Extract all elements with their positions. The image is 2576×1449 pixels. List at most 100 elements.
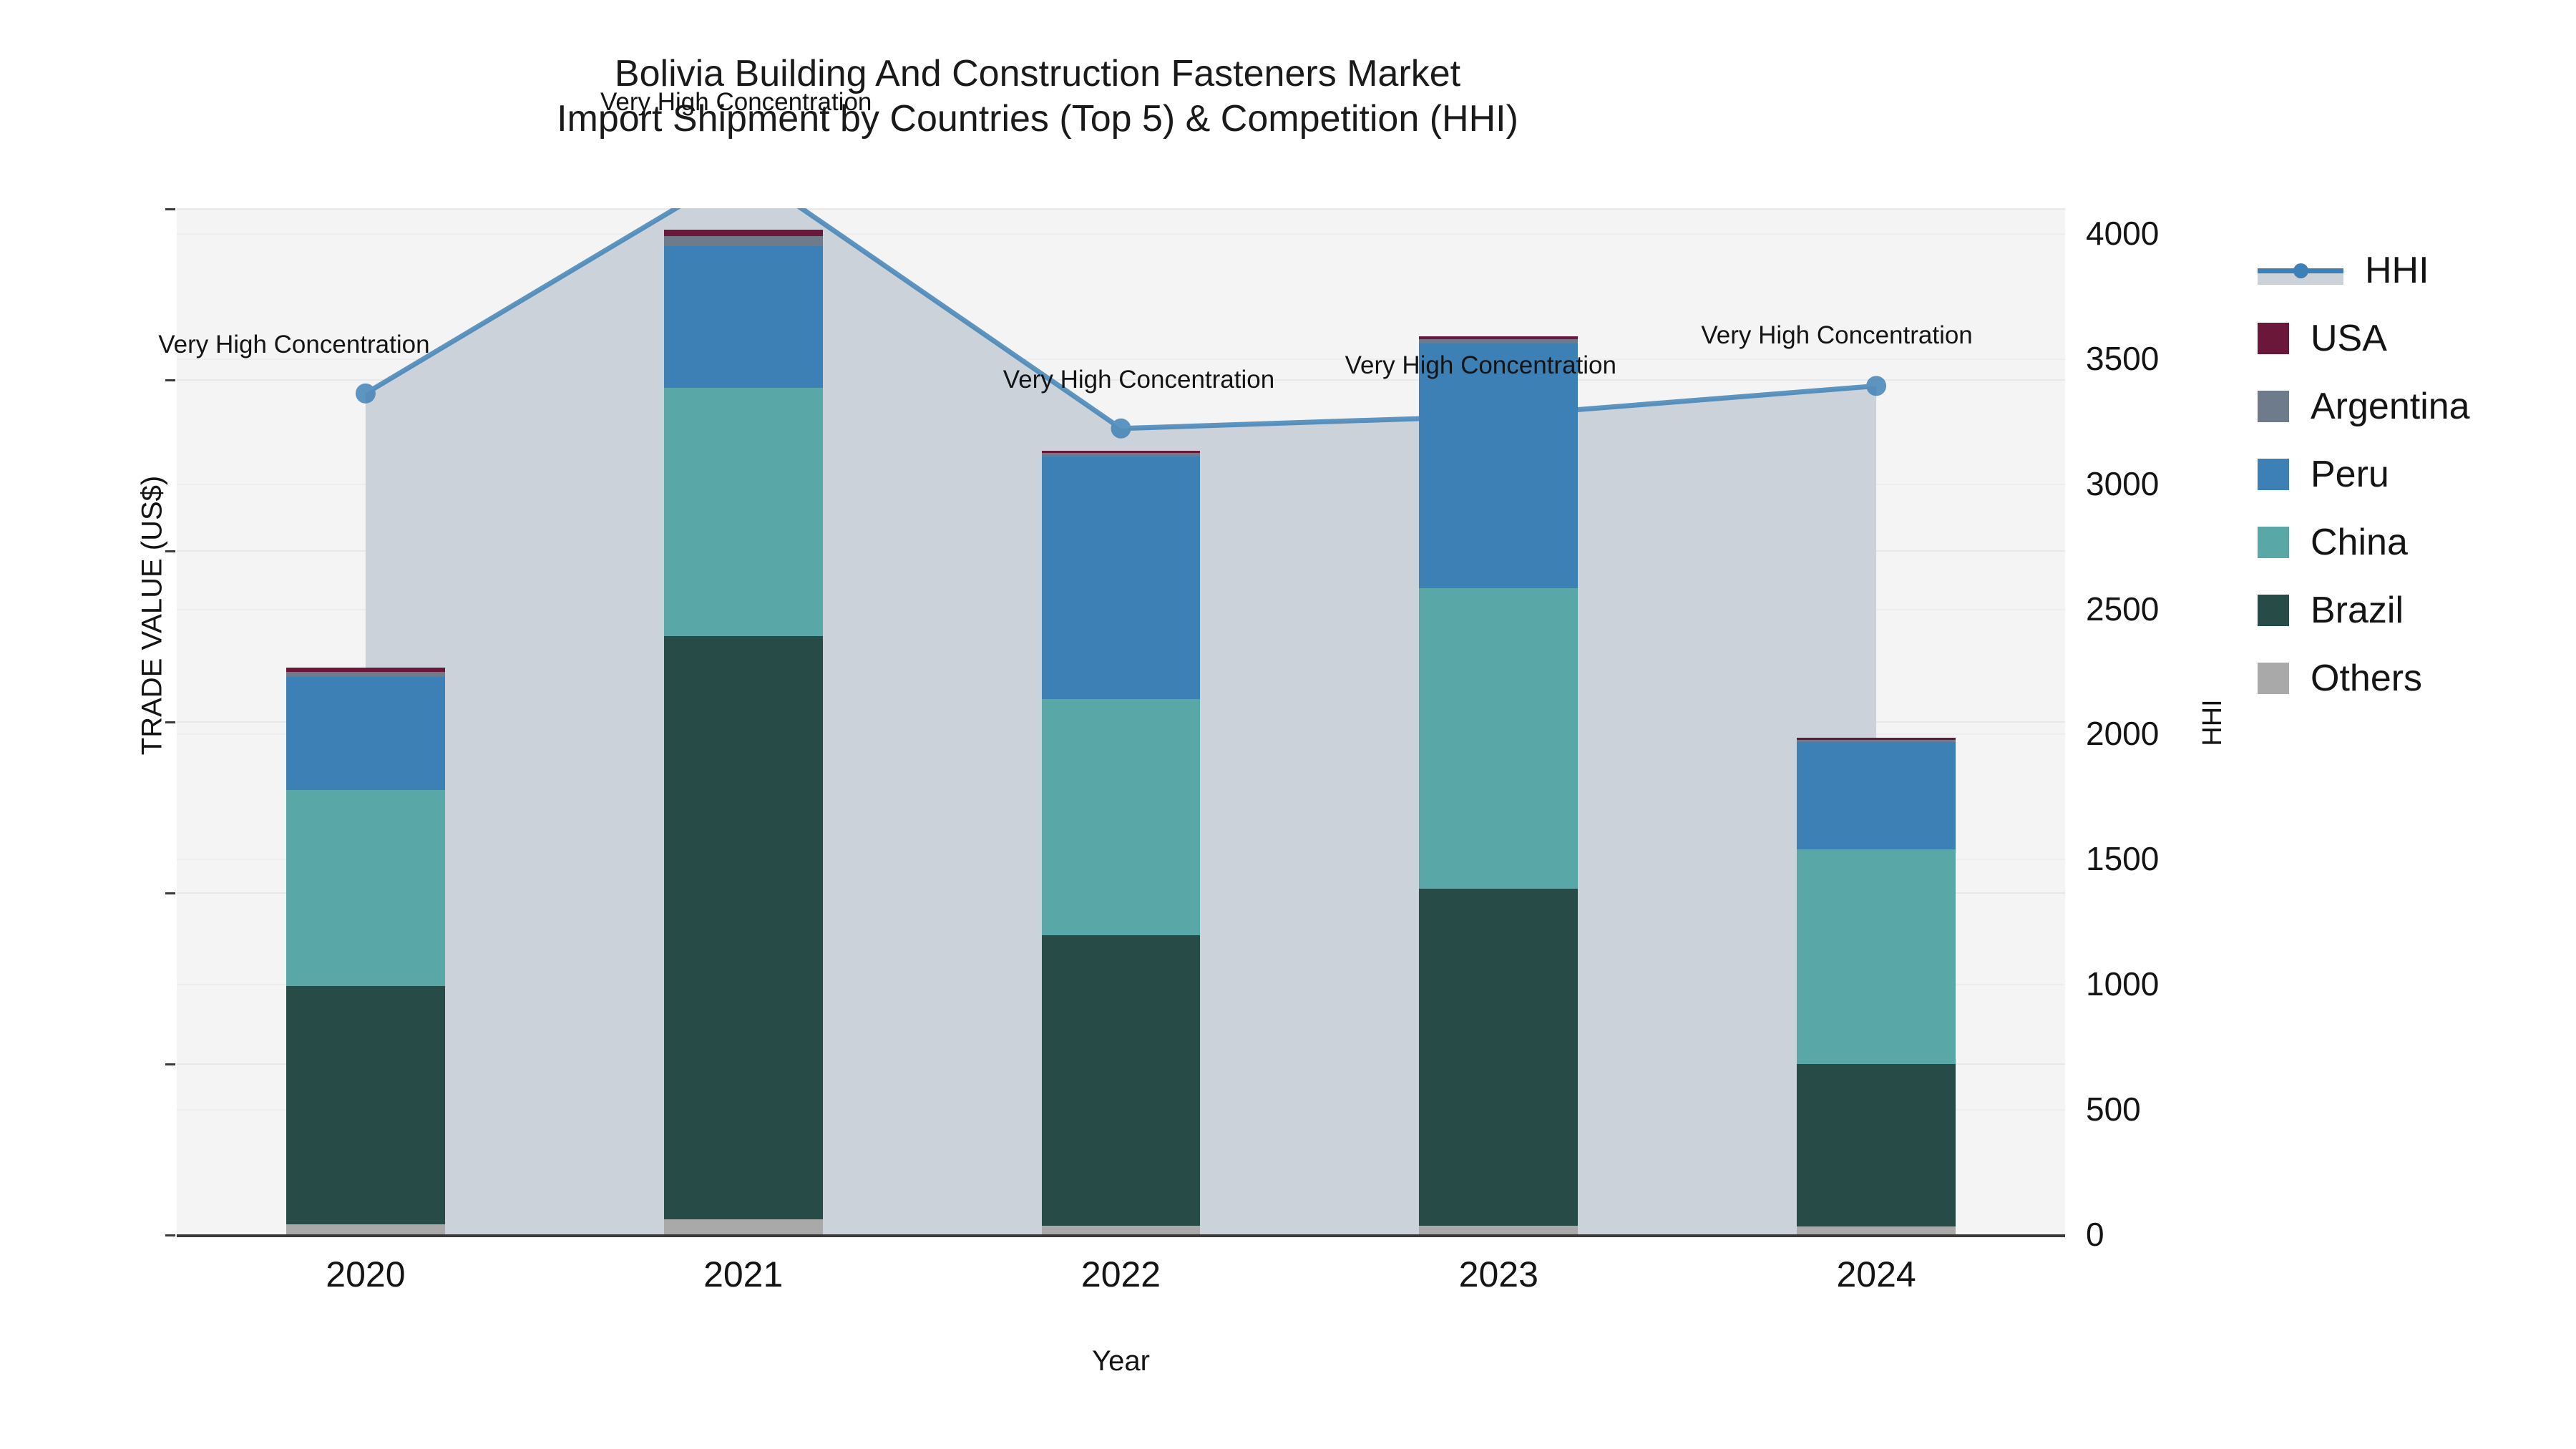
x-tick-label: 2020 bbox=[326, 1254, 406, 1294]
y-tick-label-right: 3000 bbox=[2086, 464, 2160, 502]
bar-segment[interactable] bbox=[1041, 698, 1201, 935]
legend-item-china[interactable]: China bbox=[2258, 508, 2470, 576]
bar-segment[interactable] bbox=[1797, 741, 1956, 850]
x-tick-label: 2023 bbox=[1458, 1254, 1538, 1294]
gridline-right bbox=[177, 358, 2065, 360]
bar-stack[interactable] bbox=[1419, 208, 1579, 1234]
hhi-line bbox=[364, 208, 1877, 431]
y-tick-mark-left bbox=[165, 721, 175, 723]
x-axis-spine bbox=[177, 1234, 2065, 1237]
bar-segment[interactable] bbox=[1041, 935, 1201, 1226]
gridline-left bbox=[177, 208, 2065, 210]
legend-item-label: HHI bbox=[2365, 249, 2429, 291]
bar-segment[interactable] bbox=[1797, 739, 1956, 742]
gridline-left bbox=[177, 379, 2065, 381]
legend-item-label: Brazil bbox=[2311, 589, 2404, 631]
bar-segment[interactable] bbox=[1041, 456, 1201, 699]
y-tick-mark-left bbox=[165, 1063, 175, 1065]
bar-segment[interactable] bbox=[1419, 336, 1579, 339]
bar-segment[interactable] bbox=[1419, 889, 1579, 1226]
chart-legend: HHI USA Argentina Peru China Brazil Others bbox=[2258, 236, 2470, 712]
hhi-data-point[interactable] bbox=[1488, 406, 1509, 426]
legend-swatch-icon bbox=[2258, 390, 2289, 422]
gridline-right bbox=[177, 233, 2065, 235]
y-tick-label-right: 2000 bbox=[2086, 715, 2160, 753]
y-tick-label-right: 2500 bbox=[2086, 590, 2160, 628]
bar-segment[interactable] bbox=[1041, 1226, 1201, 1234]
bar-stack[interactable] bbox=[1041, 208, 1201, 1234]
bar-stack[interactable] bbox=[663, 208, 823, 1234]
bar-segment[interactable] bbox=[663, 635, 823, 1219]
y-tick-label-right: 500 bbox=[2086, 1091, 2141, 1128]
bar-segment[interactable] bbox=[1419, 587, 1579, 889]
y-axis-label-right: HHI bbox=[2197, 699, 2228, 746]
hhi-data-point[interactable] bbox=[1111, 418, 1131, 439]
bar-stack[interactable] bbox=[1797, 208, 1956, 1234]
legend-item-hhi[interactable]: HHI bbox=[2258, 236, 2470, 304]
bar-segment[interactable] bbox=[286, 668, 445, 672]
page-title: Bolivia Building And Construction Fasten… bbox=[0, 52, 2075, 142]
bar-segment[interactable] bbox=[663, 1219, 823, 1234]
bar-segment[interactable] bbox=[663, 236, 823, 246]
title-line-2: Import Shipment by Countries (Top 5) & C… bbox=[557, 98, 1518, 140]
x-tick-label: 2024 bbox=[1836, 1254, 1916, 1294]
plot-area bbox=[177, 208, 2065, 1234]
bar-segment[interactable] bbox=[1797, 1226, 1956, 1234]
hhi-data-point[interactable] bbox=[1866, 376, 1887, 396]
legend-item-label: USA bbox=[2311, 317, 2387, 359]
legend-item-label: Peru bbox=[2311, 453, 2389, 495]
legend-item-label: China bbox=[2311, 521, 2408, 563]
hhi-data-point[interactable] bbox=[355, 383, 376, 404]
legend-item-label: Argentina bbox=[2311, 385, 2470, 427]
legend-swatch-icon bbox=[2258, 458, 2289, 490]
y-axis-label-left: TRADE VALUE (US$) bbox=[136, 475, 168, 756]
y-tick-label-right: 1500 bbox=[2086, 840, 2160, 878]
bar-segment[interactable] bbox=[286, 1224, 445, 1234]
x-tick-label: 2021 bbox=[703, 1254, 784, 1294]
y-tick-label-right: 4000 bbox=[2086, 214, 2160, 252]
hhi-annotation: Very High Concentration bbox=[1701, 321, 1973, 350]
legend-item-peru[interactable]: Peru bbox=[2258, 440, 2470, 508]
legend-item-label: Others bbox=[2311, 657, 2423, 699]
y-tick-mark-left bbox=[165, 1234, 175, 1236]
bar-segment[interactable] bbox=[1797, 738, 1956, 740]
y-tick-label-right: 1000 bbox=[2086, 965, 2160, 1003]
legend-swatch-icon bbox=[2258, 322, 2289, 354]
bar-segment[interactable] bbox=[1419, 338, 1579, 343]
x-tick-label: 2022 bbox=[1080, 1254, 1161, 1294]
hhi-annotation: Very High Concentration bbox=[600, 88, 872, 117]
bar-segment[interactable] bbox=[663, 229, 823, 237]
hhi-annotation: Very High Concentration bbox=[1002, 365, 1275, 394]
bar-segment[interactable] bbox=[1797, 1064, 1956, 1227]
y-tick-mark-left bbox=[165, 892, 175, 894]
y-tick-mark-left bbox=[165, 379, 175, 381]
legend-item-others[interactable]: Others bbox=[2258, 644, 2470, 712]
bar-segment[interactable] bbox=[663, 387, 823, 636]
legend-item-brazil[interactable]: Brazil bbox=[2258, 576, 2470, 644]
bar-stack[interactable] bbox=[286, 208, 445, 1234]
bar-segment[interactable] bbox=[1797, 849, 1956, 1065]
y-tick-mark-left bbox=[165, 208, 175, 210]
legend-line-marker-icon bbox=[2258, 255, 2343, 286]
bar-segment[interactable] bbox=[286, 676, 445, 790]
title-line-1: Bolivia Building And Construction Fasten… bbox=[614, 53, 1461, 94]
legend-swatch-icon bbox=[2258, 662, 2289, 694]
bar-segment[interactable] bbox=[1041, 453, 1201, 457]
bar-segment[interactable] bbox=[286, 986, 445, 1224]
bar-segment[interactable] bbox=[1419, 343, 1579, 588]
hhi-line-layer bbox=[355, 208, 1887, 439]
bar-segment[interactable] bbox=[1419, 1226, 1579, 1234]
legend-item-usa[interactable]: USA bbox=[2258, 304, 2470, 372]
legend-swatch-icon bbox=[2258, 594, 2289, 626]
x-axis-label: Year bbox=[1092, 1345, 1150, 1377]
legend-swatch-icon bbox=[2258, 526, 2289, 558]
hhi-annotation: Very High Concentration bbox=[158, 330, 430, 358]
bar-segment[interactable] bbox=[663, 245, 823, 388]
bar-segment[interactable] bbox=[286, 671, 445, 677]
bar-segment[interactable] bbox=[286, 789, 445, 987]
hhi-annotation: Very High Concentration bbox=[1345, 351, 1616, 380]
bar-segment[interactable] bbox=[1041, 450, 1201, 454]
y-tick-label-right: 0 bbox=[2086, 1216, 2104, 1253]
legend-item-argentina[interactable]: Argentina bbox=[2258, 372, 2470, 440]
